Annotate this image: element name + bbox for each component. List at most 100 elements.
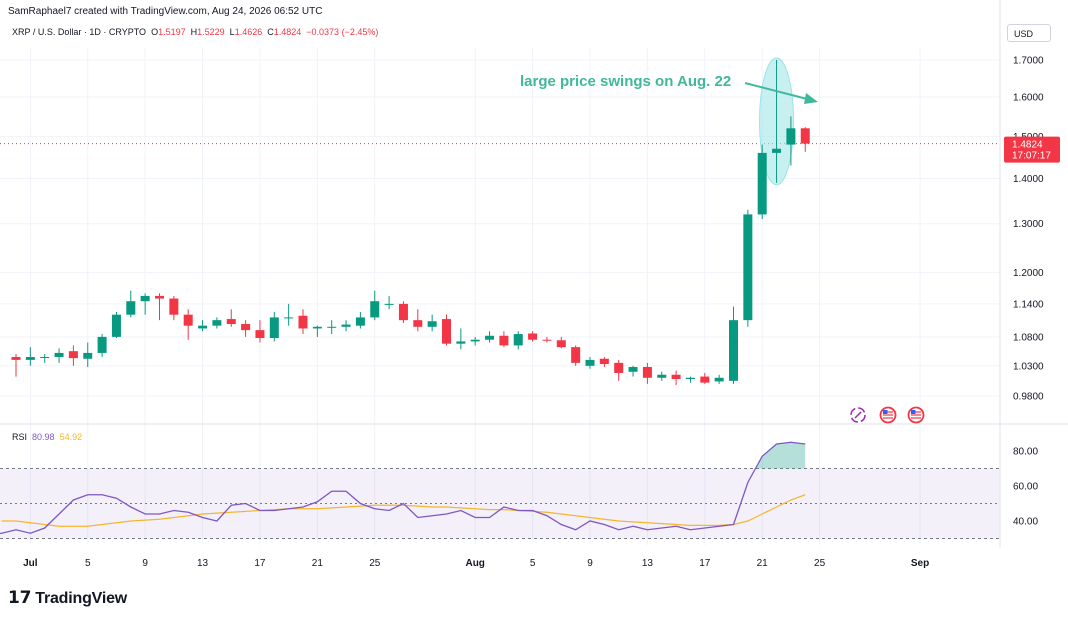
dividend-event-icon-mark [854,411,862,419]
tradingview-logo: 𝟭𝟳 TradingView [8,588,127,608]
candle [657,374,667,378]
open-value: 1.5197 [158,27,186,37]
candle [298,315,308,329]
candle [513,334,523,346]
event-icons [850,406,925,424]
price-axis-label: 1.2000 [1013,268,1044,279]
candle [327,326,337,328]
time-axis-label: 13 [642,558,654,569]
time-axis-label: 13 [197,558,209,569]
candle [111,314,121,337]
symbol-name[interactable]: XRP / U.S. Dollar · 1D · CRYPTO [12,27,147,37]
rsi-value: 80.98 [32,432,55,442]
low-value: 1.4626 [234,27,263,37]
candle [556,340,566,348]
time-axis-label: 9 [587,558,593,569]
candle [413,320,423,327]
tradingview-logo-icon: 𝟭𝟳 [8,588,32,607]
candle [427,321,437,327]
candle [456,341,466,344]
price-axis-label: 1.4000 [1013,174,1044,185]
rsi-line [0,441,806,535]
candle [743,214,753,321]
rsi-axis-label: 60.00 [1013,482,1038,493]
open-label: O [151,27,159,37]
annotation-text: large price swings on Aug. 22 [520,73,731,90]
price-axis-label: 1.6000 [1013,93,1044,104]
candle [341,324,351,327]
time-axis-label: 25 [369,558,381,569]
candle [198,325,208,329]
change-value: −0.0373 (−2.45%) [306,27,379,37]
candle [700,376,710,383]
price-axis-label: 1.1400 [1013,299,1044,310]
candle [757,152,767,215]
candle [83,352,93,359]
us-flag-canton [883,410,888,414]
candle [284,317,294,319]
candle [685,377,695,379]
candle [499,335,509,346]
last-price-label-bg [1004,136,1060,163]
candle [40,356,50,358]
candle [255,330,265,339]
candle [642,366,652,378]
time-axis-label: Sep [911,558,929,569]
candle [800,128,810,144]
candle [786,128,796,145]
time-axis-label: 17 [254,558,266,569]
high-value: 1.5229 [197,27,225,37]
annotation-arrow [744,82,816,102]
time-axis-label: 17 [699,558,711,569]
symbol-ohlc-legend: XRP / U.S. Dollar · 1D · CRYPTO O1.5197 … [12,27,378,37]
rsi-label[interactable]: RSI [12,432,28,442]
rsi-axis-label: 80.00 [1013,447,1038,458]
price-axis-label: 1.0800 [1013,332,1044,343]
dividend-event-icon [850,407,866,423]
candle [398,303,408,321]
candle [542,339,552,341]
candle [384,303,394,305]
rsi-overbought-fill [755,442,806,469]
candle [97,336,107,353]
candle [126,301,136,315]
candle [614,362,624,373]
rsi-legend: RSI 80.98 54.92 [12,432,82,442]
time-axis-label: 21 [757,558,769,569]
candle [68,351,78,359]
candle [226,319,236,325]
rsi-ma-line [1,494,806,527]
candle [155,295,164,299]
close-label: C [267,27,274,37]
candle [599,358,609,365]
candle [370,301,380,318]
candle [269,317,279,339]
price-axis-label: 0.9800 [1013,392,1044,403]
candle [714,377,724,382]
candle [671,374,681,379]
us-flag-canton [911,410,916,414]
candle [312,326,322,329]
rsi-ma-value: 54.92 [59,432,83,442]
rsi-axis-label: 40.00 [1013,517,1038,528]
time-axis-label: 5 [530,558,536,569]
price-axis-label: 1.0300 [1013,361,1044,372]
chart-attribution: SamRaphael7 created with TradingView.com… [8,6,323,17]
candle [585,359,595,366]
candle [729,320,738,381]
candle [628,366,638,372]
high-label: H [190,27,198,37]
candle [241,324,251,331]
low-label: L [229,27,235,37]
candle [772,148,782,153]
candle [470,339,480,342]
candle [485,335,495,340]
close-value: 1.4824 [273,27,302,37]
candle [25,356,35,360]
candle [212,320,222,326]
time-axis-label: 9 [142,558,148,569]
price-axis-label: 1.3000 [1013,219,1044,230]
currency-button[interactable]: USD [1007,24,1051,42]
countdown-label: 17:07:17 [1012,151,1051,162]
